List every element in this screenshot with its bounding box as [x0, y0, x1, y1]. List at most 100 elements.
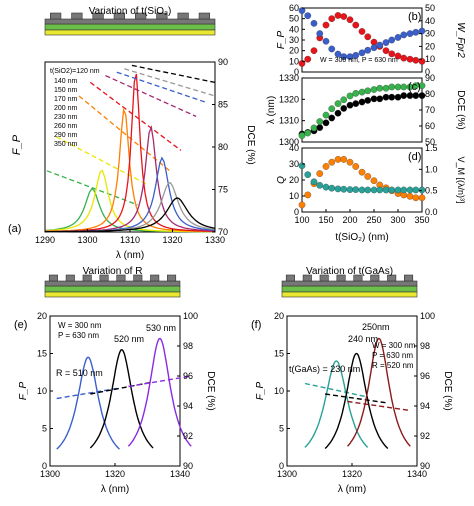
y-axis-label-left: F_P: [11, 134, 23, 155]
data-point: [400, 83, 408, 91]
x-tick-label: 1320: [162, 235, 182, 245]
dce-series-line: [105, 75, 197, 117]
y-left-tick-label: 20: [289, 175, 299, 185]
plot-area: [301, 147, 423, 213]
data-point: [334, 156, 342, 163]
data-point: [364, 186, 372, 194]
grating-bar: [65, 274, 75, 282]
y-left-tick-label: 1310: [279, 116, 299, 126]
data-point: [340, 105, 348, 112]
y-left-tick-label: 0: [279, 461, 284, 471]
y-left-tick-label: 40: [289, 24, 299, 34]
data-point: [388, 83, 396, 91]
data-point: [310, 20, 318, 27]
x-tick-label: 1300: [77, 235, 97, 245]
dce-series-line: [56, 136, 148, 185]
x-tick-label: 1290: [35, 235, 55, 245]
y-left-tick-label: 30: [289, 159, 299, 169]
y-left-tick-label: 50: [289, 14, 299, 24]
y-left-tick-label: 10: [289, 191, 299, 201]
x-tick-label: 1340: [407, 469, 427, 479]
data-point: [370, 44, 378, 52]
grating-bar: [353, 274, 363, 282]
data-point: [340, 96, 348, 104]
data-point: [418, 186, 426, 194]
data-point: [322, 163, 330, 170]
data-point: [352, 90, 360, 97]
y-right-tick-label: 70: [425, 105, 435, 115]
data-point: [346, 16, 354, 24]
data-point: [370, 186, 378, 194]
data-point: [406, 30, 414, 37]
schematic-title: Variation of t(GaAs): [306, 266, 393, 277]
x-axis-label: λ (nm): [101, 484, 129, 495]
data-point: [328, 15, 336, 23]
y-right-tick-label: 0.5: [425, 186, 438, 196]
y-left-tick-label: 10: [274, 386, 284, 396]
y-right-tick-label: 90: [425, 73, 435, 83]
data-point: [388, 50, 396, 58]
legend-entry: 170 nm: [54, 96, 78, 103]
dce-series-line: [89, 81, 182, 151]
x-tick-label: 1300: [40, 469, 60, 479]
grating-bar: [133, 274, 143, 282]
y-right-tick-label: 85: [218, 100, 228, 110]
panel-label: (e): [14, 319, 27, 331]
gaas-layer: [44, 280, 181, 287]
grating-bar: [150, 274, 160, 282]
data-point: [376, 186, 384, 194]
fp-series-line: [324, 352, 389, 450]
data-point: [406, 55, 414, 63]
data-point: [364, 173, 372, 180]
y-right-tick-label: 1.0: [425, 164, 438, 174]
x-tick-label: 200: [342, 215, 357, 225]
legend-title: t(SiO2)=120 nm: [50, 68, 100, 75]
fp-series-line: [127, 337, 192, 447]
data-point: [340, 156, 348, 163]
data-point: [304, 191, 312, 199]
fp-series-line: [89, 349, 154, 449]
grating-bar: [71, 12, 83, 20]
y-right-tick-label: 1.5: [425, 143, 438, 153]
y-axis-label-right: DCE (%): [455, 90, 466, 129]
data-point: [316, 118, 324, 125]
y-left-tick-label: 10: [37, 386, 47, 396]
data-point: [394, 93, 402, 101]
data-point: [322, 37, 330, 45]
grating-bar: [116, 274, 126, 282]
dce-series-line: [304, 382, 368, 398]
fp-series-line: [45, 182, 216, 233]
grating-bar: [50, 12, 62, 20]
data-point: [394, 83, 402, 91]
annotation: R = 520 nm: [372, 361, 414, 370]
data-point: [382, 93, 390, 101]
annotation: P = 630 nm: [58, 331, 99, 340]
panel-label: (f): [251, 319, 261, 331]
grating-bar: [99, 274, 109, 282]
data-point: [328, 114, 336, 122]
data-point: [328, 184, 336, 192]
data-point: [382, 39, 390, 46]
data-point: [322, 21, 330, 29]
data-point: [328, 105, 336, 113]
data-point: [376, 41, 384, 49]
y-left-tick-label: 10: [289, 56, 299, 66]
data-point: [358, 98, 366, 106]
data-point: [334, 12, 342, 19]
data-point: [358, 88, 366, 96]
data-point: [334, 50, 342, 58]
grating-bar: [404, 274, 414, 282]
data-point: [370, 177, 378, 185]
grating-bar: [319, 274, 329, 282]
legend-entry: 290 nm: [54, 132, 78, 139]
data-point: [394, 34, 402, 41]
data-point: [352, 100, 360, 107]
data-point: [418, 194, 426, 202]
data-point: [352, 163, 360, 170]
grating-bar: [135, 12, 147, 20]
y-right-tick-label: 90: [420, 461, 430, 471]
data-point: [322, 111, 330, 119]
y-axis-label-left: λ (nm): [266, 96, 277, 124]
grating-bar: [387, 274, 397, 282]
y-right-tick-label: 70: [218, 227, 228, 237]
